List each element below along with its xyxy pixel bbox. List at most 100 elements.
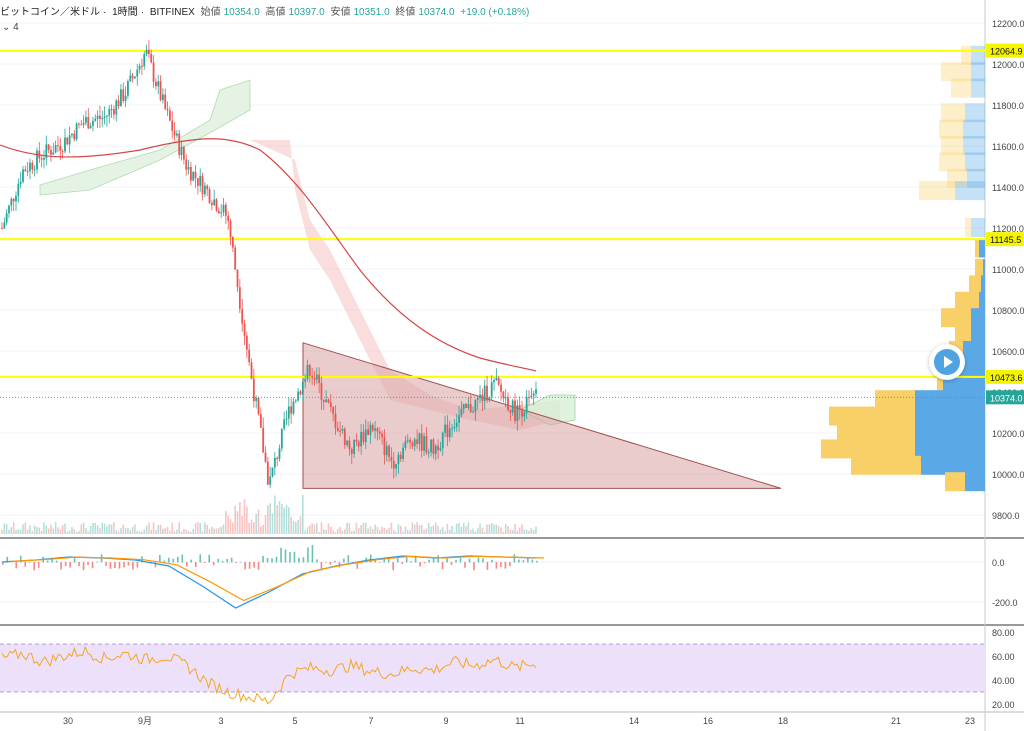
x-tick-label: 3	[218, 716, 223, 726]
volume-bar	[376, 526, 379, 534]
volume-bar	[409, 530, 411, 534]
candle-body	[208, 189, 211, 203]
volume-bar	[236, 511, 239, 534]
candle-body	[155, 81, 157, 87]
macd-histogram-bar	[177, 556, 179, 563]
candle-body	[222, 204, 225, 213]
volume-bar	[371, 529, 374, 534]
macd-histogram-bar	[428, 559, 430, 563]
candle-body	[334, 413, 337, 428]
candle-body	[283, 419, 286, 429]
macd-histogram-bar	[91, 562, 94, 569]
candle-body	[304, 379, 307, 382]
volume-profile-bar	[941, 103, 965, 123]
volume-bar	[255, 513, 257, 534]
candle-body	[439, 448, 442, 451]
volume-bar	[68, 530, 71, 534]
rsi-line	[1, 645, 537, 705]
macd-histogram-bar	[509, 562, 511, 567]
candle-body	[465, 403, 467, 409]
indicator-toggle[interactable]: ⌄ 4	[2, 22, 19, 33]
high-label: 高値	[265, 7, 286, 18]
volume-bar	[3, 523, 6, 534]
volume-profile-bar	[969, 275, 981, 295]
macd-histogram-bar	[468, 558, 471, 563]
volume-bar	[397, 524, 400, 534]
macd-histogram-bar	[199, 554, 202, 563]
volume-bar	[136, 530, 139, 534]
volume-bar	[276, 505, 278, 534]
macd-histogram-bar	[513, 554, 516, 563]
volume-bar	[493, 524, 495, 534]
volume-profile-bar	[965, 152, 985, 172]
candle-body	[103, 116, 106, 118]
volume-bar	[262, 524, 264, 534]
high-value: 10397.0	[288, 7, 325, 18]
candle-body	[269, 476, 272, 485]
macd-histogram-bar	[123, 562, 125, 568]
volume-bar	[45, 525, 48, 534]
candle-body	[241, 308, 244, 324]
volume-bar	[483, 531, 486, 534]
candle-body	[250, 362, 253, 379]
candle-body	[325, 399, 328, 402]
volume-bar	[232, 522, 234, 534]
macd-line	[1, 555, 537, 609]
volume-bar	[260, 526, 262, 534]
macd-histogram-bar	[19, 555, 22, 563]
candle-body	[138, 65, 141, 70]
candle-body	[215, 199, 218, 211]
macd-histogram-bar	[450, 562, 453, 565]
candle-body	[264, 452, 267, 462]
macd-histogram-bar	[392, 562, 395, 571]
y-tick-label: -200.0	[992, 598, 1018, 608]
macd-histogram-bar	[257, 562, 260, 570]
volume-bar	[462, 522, 465, 534]
x-tick-label: 9月	[138, 716, 152, 726]
candle-body	[532, 393, 535, 396]
y-tick-label: 10000.0	[992, 470, 1024, 480]
macd-histogram-bar	[194, 562, 197, 567]
candle-body	[136, 69, 139, 77]
candle-body	[213, 199, 216, 206]
volume-profile-bar	[971, 324, 985, 344]
macd-histogram-bar	[311, 545, 314, 563]
macd-histogram-bar	[356, 562, 359, 569]
candle-body	[194, 171, 197, 179]
macd-histogram-bar	[132, 562, 134, 570]
volume-profile-bar	[971, 62, 985, 82]
candle-body	[141, 65, 143, 67]
candle-body	[166, 108, 169, 111]
candle-body	[243, 323, 246, 336]
candle-body	[516, 405, 519, 421]
candle-body	[159, 81, 162, 101]
volume-bar	[357, 527, 360, 534]
candle-body	[336, 427, 339, 431]
candle-body	[481, 394, 484, 401]
candle-body	[145, 49, 148, 55]
macd-histogram-bar	[239, 561, 242, 563]
candle-body	[57, 145, 59, 147]
volume-bar	[479, 523, 481, 534]
volume-bar	[316, 523, 318, 534]
close-label: 終値	[395, 7, 416, 18]
play-button[interactable]	[929, 344, 965, 380]
volume-bar	[127, 527, 129, 534]
macd-histogram-bar	[203, 562, 206, 564]
volume-bar	[113, 522, 115, 534]
candle-body	[259, 414, 262, 428]
volume-bar	[458, 523, 460, 534]
volume-bar	[451, 525, 453, 534]
candle-body	[514, 400, 516, 421]
volume-bar	[208, 528, 211, 534]
volume-bar	[89, 525, 92, 534]
volume-bar	[486, 524, 488, 534]
volume-bar	[453, 531, 456, 534]
y-tick-label: 11800.0	[992, 101, 1024, 111]
volume-bar	[239, 502, 241, 534]
volume-bar	[514, 523, 516, 534]
candle-body	[369, 424, 372, 435]
macd-histogram-bar	[320, 562, 323, 571]
